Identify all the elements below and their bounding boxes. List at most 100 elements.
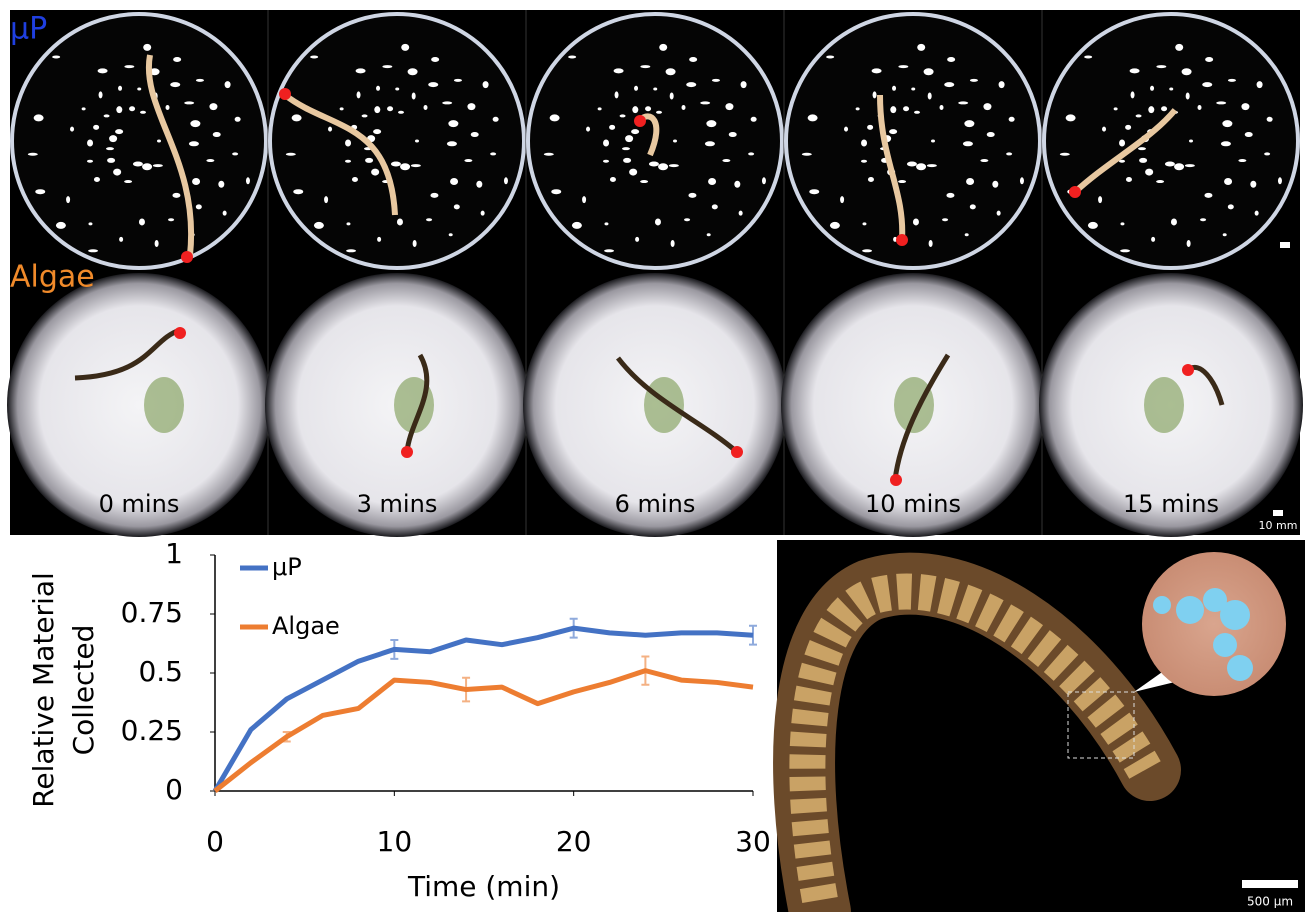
particle (707, 233, 711, 236)
particle (631, 129, 639, 134)
particle (620, 114, 626, 117)
particle (223, 211, 227, 216)
particle (1267, 117, 1273, 122)
particle (1060, 153, 1070, 156)
particle (725, 103, 733, 110)
particle (1186, 92, 1190, 99)
particle (142, 163, 152, 170)
particle (88, 249, 98, 252)
particle (903, 106, 909, 111)
particle (861, 140, 867, 147)
particle (1165, 161, 1175, 166)
particle (1120, 222, 1124, 225)
particle (166, 105, 170, 110)
particle (898, 65, 908, 68)
particle (598, 107, 602, 110)
particle (964, 120, 974, 127)
particle (454, 79, 462, 82)
particle (82, 107, 86, 110)
particle (192, 178, 200, 185)
particle (1182, 68, 1192, 75)
particle (550, 114, 560, 121)
particle (431, 57, 439, 62)
particle (929, 240, 933, 247)
time-label: 6 mins (615, 490, 696, 518)
series-line (215, 671, 753, 791)
particle (98, 68, 108, 73)
particle (170, 82, 180, 87)
particle (682, 105, 686, 110)
particle (623, 158, 631, 163)
particle (1120, 249, 1130, 252)
particle (708, 178, 716, 185)
particle (604, 222, 608, 225)
particle (143, 44, 151, 51)
particle (928, 92, 932, 99)
particle (751, 117, 757, 122)
particle (137, 88, 141, 91)
particle (428, 82, 438, 87)
particle (1202, 82, 1212, 87)
particle (371, 169, 379, 176)
particle (946, 193, 954, 198)
particle (997, 211, 1001, 216)
particle (582, 196, 586, 203)
head-marker (174, 327, 186, 339)
particle (1020, 177, 1024, 184)
particle (356, 68, 366, 73)
scale-bar-label: 10 mm (1259, 519, 1298, 532)
head-marker (1069, 186, 1081, 198)
particle (670, 92, 674, 99)
particle (673, 140, 677, 143)
particle (1148, 106, 1154, 113)
particle (442, 101, 452, 104)
particle (947, 57, 955, 62)
particle (609, 125, 615, 130)
particle (447, 141, 457, 146)
particle (741, 81, 747, 88)
particle (1264, 152, 1270, 155)
scale-bar (1280, 242, 1290, 248)
particle (862, 249, 872, 252)
particle (862, 222, 866, 225)
time-label: 10 mins (865, 490, 961, 518)
particle (481, 211, 485, 216)
particle (345, 160, 351, 163)
head-marker (279, 88, 291, 100)
particle (655, 218, 661, 225)
particle (808, 114, 818, 121)
x-tick-label: 10 (377, 825, 413, 858)
particle (373, 129, 381, 134)
time-label: 15 mins (1123, 490, 1219, 518)
particle (352, 177, 358, 182)
particle (809, 189, 819, 194)
head-marker (1182, 364, 1194, 376)
particle (603, 140, 609, 147)
particle (722, 159, 730, 162)
particle (328, 127, 332, 132)
particle (382, 65, 392, 68)
scale-bar-label: 500 μm (1247, 895, 1293, 909)
particle (688, 193, 696, 198)
particle (861, 160, 867, 163)
row-label: μP (10, 12, 47, 47)
particle (293, 189, 303, 194)
particle (314, 222, 324, 229)
particle (917, 44, 925, 51)
particle (1169, 88, 1173, 91)
particle (292, 114, 302, 121)
particle (940, 105, 944, 110)
particle (1175, 44, 1183, 51)
series-line (215, 628, 753, 791)
particle (684, 218, 690, 221)
particle (362, 114, 368, 117)
particle (119, 237, 123, 242)
y-tick-label: 0 (165, 773, 183, 806)
particle (454, 204, 460, 209)
particle (1126, 177, 1132, 182)
particle (66, 196, 70, 203)
time-label: 3 mins (357, 490, 438, 518)
y-axis-label: Collected (67, 625, 100, 756)
particle (1088, 222, 1098, 229)
particle (610, 177, 616, 182)
